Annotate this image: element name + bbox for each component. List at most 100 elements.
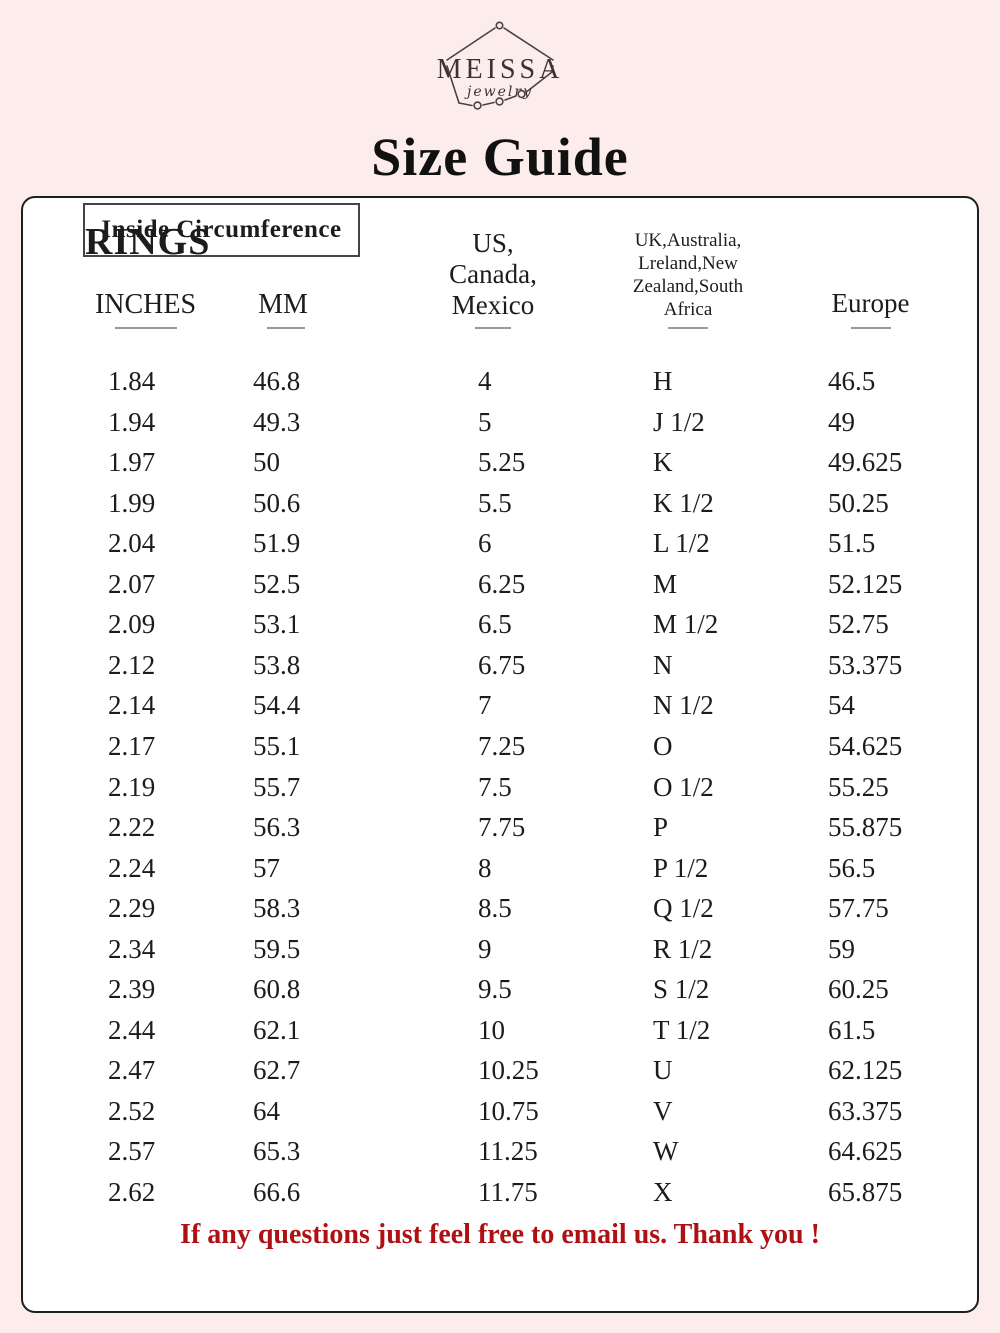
size-cell-inches: 1.94 <box>108 406 156 437</box>
size-cell-us: 7.75 <box>478 812 526 843</box>
size-cell-inches: 1.99 <box>108 487 156 518</box>
column-group-inside-circumference: Inside Circumference INCHES MM <box>63 202 403 321</box>
header-line: US, <box>472 227 514 258</box>
size-cell-us: 6.5 <box>478 609 512 640</box>
size-cell-uk: P <box>653 812 669 843</box>
size-cell-mm: 62.1 <box>253 1014 301 1045</box>
size-cell-mm: 50.6 <box>253 487 301 518</box>
size-cell-inches: 2.24 <box>108 852 156 883</box>
size-cell-mm: 55.1 <box>253 731 301 762</box>
column-underline <box>403 321 608 362</box>
size-cell-uk: U <box>653 1055 673 1086</box>
size-cell-inches: 2.22 <box>108 812 156 843</box>
size-cell-inches: 2.62 <box>108 1177 156 1208</box>
header-line: Zealand,South <box>632 275 744 297</box>
size-cell-uk: T 1/2 <box>653 1014 711 1045</box>
size-cell-uk: Q 1/2 <box>653 893 714 924</box>
size-cell-europe: 49.625 <box>828 447 903 478</box>
column-underline <box>788 321 983 362</box>
size-cell-us: 10.25 <box>478 1055 539 1086</box>
header-line: Lreland,New <box>638 252 738 274</box>
footer-note: If any questions just feel free to email… <box>180 1218 820 1250</box>
subcolumn-labels: INCHES MM <box>63 277 403 321</box>
size-cell-inches: 2.57 <box>108 1136 156 1167</box>
size-cell-us: 5.5 <box>478 487 512 518</box>
size-cell-europe: 50.25 <box>828 487 889 518</box>
size-cell-europe: 55.875 <box>828 812 903 843</box>
size-cell-europe: 54.625 <box>828 731 903 762</box>
size-cell-mm: 51.9 <box>253 528 301 559</box>
size-cell-mm: 54.4 <box>253 690 301 721</box>
size-cell-inches: 2.29 <box>108 893 156 924</box>
size-cell-mm: 64 <box>253 1095 280 1126</box>
size-cell-us: 6.75 <box>478 649 526 680</box>
size-cell-europe: 56.5 <box>828 852 876 883</box>
size-cell-mm: 50 <box>253 447 280 478</box>
size-cell-us: 11.25 <box>478 1136 538 1167</box>
size-cell-uk: O 1/2 <box>653 771 714 802</box>
column-header-us-canada-mexico: US, Canada, Mexico <box>403 228 608 321</box>
size-cell-europe: 55.25 <box>828 771 889 802</box>
size-cell-mm: 66.6 <box>253 1177 301 1208</box>
size-cell-uk: R 1/2 <box>653 933 713 964</box>
size-cell-us: 11.75 <box>478 1177 538 1208</box>
size-cell-inches: 2.12 <box>108 649 156 680</box>
size-cell-europe: 59 <box>828 933 855 964</box>
column-header-mm: MM <box>258 288 308 320</box>
size-cell-uk: S 1/2 <box>653 974 710 1005</box>
size-cell-uk: P 1/2 <box>653 852 709 883</box>
size-cell-inches: 2.19 <box>108 771 156 802</box>
size-cell-mm: 53.1 <box>253 609 301 640</box>
size-cell-europe: 61.5 <box>828 1014 876 1045</box>
header-line: Mexico <box>451 289 535 320</box>
size-cell-uk: K <box>653 447 673 478</box>
size-cell-uk: N <box>653 649 673 680</box>
size-cell-inches: 1.84 <box>108 366 156 397</box>
size-cell-europe: 65.875 <box>828 1177 903 1208</box>
size-cell-uk: K 1/2 <box>653 487 714 518</box>
size-cell-us: 10 <box>478 1014 505 1045</box>
size-cell-inches: 2.07 <box>108 568 156 599</box>
size-cell-mm: 53.8 <box>253 649 301 680</box>
size-cell-uk: X <box>653 1177 673 1208</box>
size-cell-us: 5 <box>478 406 492 437</box>
size-cell-europe: 52.75 <box>828 609 889 640</box>
header-line: Africa <box>663 298 713 320</box>
size-cell-inches: 2.52 <box>108 1095 156 1126</box>
size-cell-mm: 56.3 <box>253 812 301 843</box>
column-header-europe: Europe <box>831 287 910 318</box>
size-cell-us: 9.5 <box>478 974 512 1005</box>
size-cell-mm: 62.7 <box>253 1055 301 1086</box>
size-cell-uk: O <box>653 731 673 762</box>
size-cell-us: 5.25 <box>478 447 526 478</box>
header-line: UK,Australia, <box>634 229 742 251</box>
size-cell-us: 7.25 <box>478 731 526 762</box>
size-cell-uk: M <box>653 568 678 599</box>
size-cell-inches: 2.14 <box>108 690 156 721</box>
size-cell-europe: 51.5 <box>828 528 876 559</box>
size-cell-inches: 2.09 <box>108 609 156 640</box>
necklace-pentagon-icon: MEISSA jewelry <box>437 21 564 110</box>
size-cell-europe: 53.375 <box>828 649 903 680</box>
size-cell-europe: 60.25 <box>828 974 889 1005</box>
size-cell-uk: M 1/2 <box>653 609 719 640</box>
size-cell-europe: 52.125 <box>828 568 903 599</box>
size-cell-inches: 2.47 <box>108 1055 156 1086</box>
brand-name: MEISSA <box>437 54 564 85</box>
size-cell-inches: 2.34 <box>108 933 156 964</box>
size-cell-inches: 2.39 <box>108 974 156 1005</box>
column-header-uk-australia: UK,Australia, Lreland,New Zealand,South … <box>608 229 788 321</box>
size-cell-mm: 55.7 <box>253 771 301 802</box>
size-cell-us: 6 <box>478 528 492 559</box>
size-cell-europe: 57.75 <box>828 893 889 924</box>
size-cell-mm: 59.5 <box>253 933 301 964</box>
size-cell-us: 7 <box>478 690 492 721</box>
brand-logo: MEISSA jewelry <box>0 0 1000 120</box>
column-underline <box>608 321 788 362</box>
size-cell-mm: 65.3 <box>253 1136 301 1167</box>
size-cell-mm: 52.5 <box>253 568 301 599</box>
size-cell-us: 8.5 <box>478 893 512 924</box>
size-cell-inches: 2.04 <box>108 528 156 559</box>
size-cell-inches: 2.17 <box>108 731 156 762</box>
size-cell-us: 9 <box>478 933 492 964</box>
